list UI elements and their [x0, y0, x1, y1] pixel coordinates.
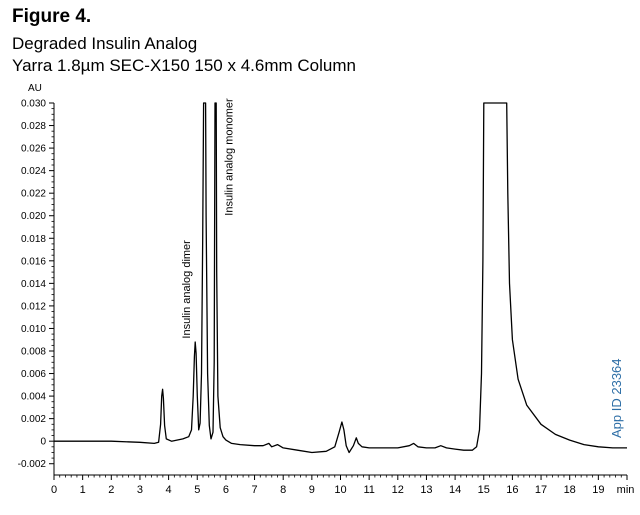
y-tick-label: 0.018 — [21, 234, 46, 245]
x-tick-label: 3 — [137, 484, 143, 496]
x-tick-label: 17 — [535, 484, 547, 496]
y-tick-label: 0.024 — [21, 166, 46, 177]
chromatogram-trace — [54, 102, 627, 454]
x-tick-label: 0 — [51, 484, 57, 496]
y-tick-label: 0.012 — [21, 301, 46, 312]
y-tick-label: 0.020 — [21, 211, 46, 222]
annotation-insulin-dimer: Insulin analog dimer — [181, 240, 193, 339]
x-tick-label: 13 — [420, 484, 432, 496]
x-tick-label: 15 — [478, 484, 490, 496]
x-tick-label: 4 — [166, 484, 172, 496]
y-tick-label: 0.004 — [21, 392, 46, 403]
y-tick-label: 0.008 — [21, 347, 46, 358]
y-tick-label: 0.010 — [21, 324, 46, 335]
y-axis: -0.002 0 0.002 0.004 0.006 0.008 0.010 0.012 0.0… — [18, 99, 55, 475]
figure-label: Figure 4. — [12, 6, 92, 27]
app-id-label: App ID 23364 — [609, 358, 624, 438]
y-tick-label: -0.002 — [18, 459, 47, 470]
y-tick-label: 0 — [40, 437, 46, 448]
y-tick-label: 0.014 — [21, 279, 46, 290]
x-tick-label: 5 — [194, 484, 200, 496]
chart-subtitle: Degraded Insulin Analog — [12, 34, 198, 53]
column-info: Yarra 1.8µm SEC-X150 150 x 4.6mm Column — [12, 56, 356, 75]
x-axis: 0 1 2 3 4 5 6 7 8 9 10 11 12 13 14 15 16 17 18 19 min — [51, 474, 635, 496]
annotation-insulin-monomer: Insulin analog monomer — [223, 98, 235, 216]
x-tick-label: 9 — [309, 484, 315, 496]
y-tick-label: 0.006 — [21, 369, 46, 380]
y-tick-label: 0.002 — [21, 414, 46, 425]
x-tick-label: 8 — [280, 484, 286, 496]
y-tick-label: 0.016 — [21, 256, 46, 267]
y-tick-label: 0.030 — [21, 99, 46, 110]
x-tick-label: 12 — [392, 484, 404, 496]
x-tick-label: 14 — [449, 484, 461, 496]
y-tick-label: 0.022 — [21, 189, 46, 200]
x-axis-label: min — [617, 484, 635, 496]
x-tick-label: 11 — [363, 484, 374, 496]
x-tick-label: 7 — [251, 484, 257, 496]
y-tick-label: 0.028 — [21, 121, 46, 132]
x-tick-label: 10 — [334, 484, 346, 496]
y-axis-label: AU — [28, 83, 42, 94]
x-tick-label: 2 — [108, 484, 114, 496]
x-tick-label: 16 — [506, 484, 518, 496]
y-tick-label: 0.026 — [21, 144, 46, 155]
x-tick-label: 6 — [223, 484, 229, 496]
x-tick-label: 1 — [80, 484, 86, 496]
x-tick-label: 18 — [564, 484, 576, 496]
x-tick-label: 19 — [592, 484, 604, 496]
